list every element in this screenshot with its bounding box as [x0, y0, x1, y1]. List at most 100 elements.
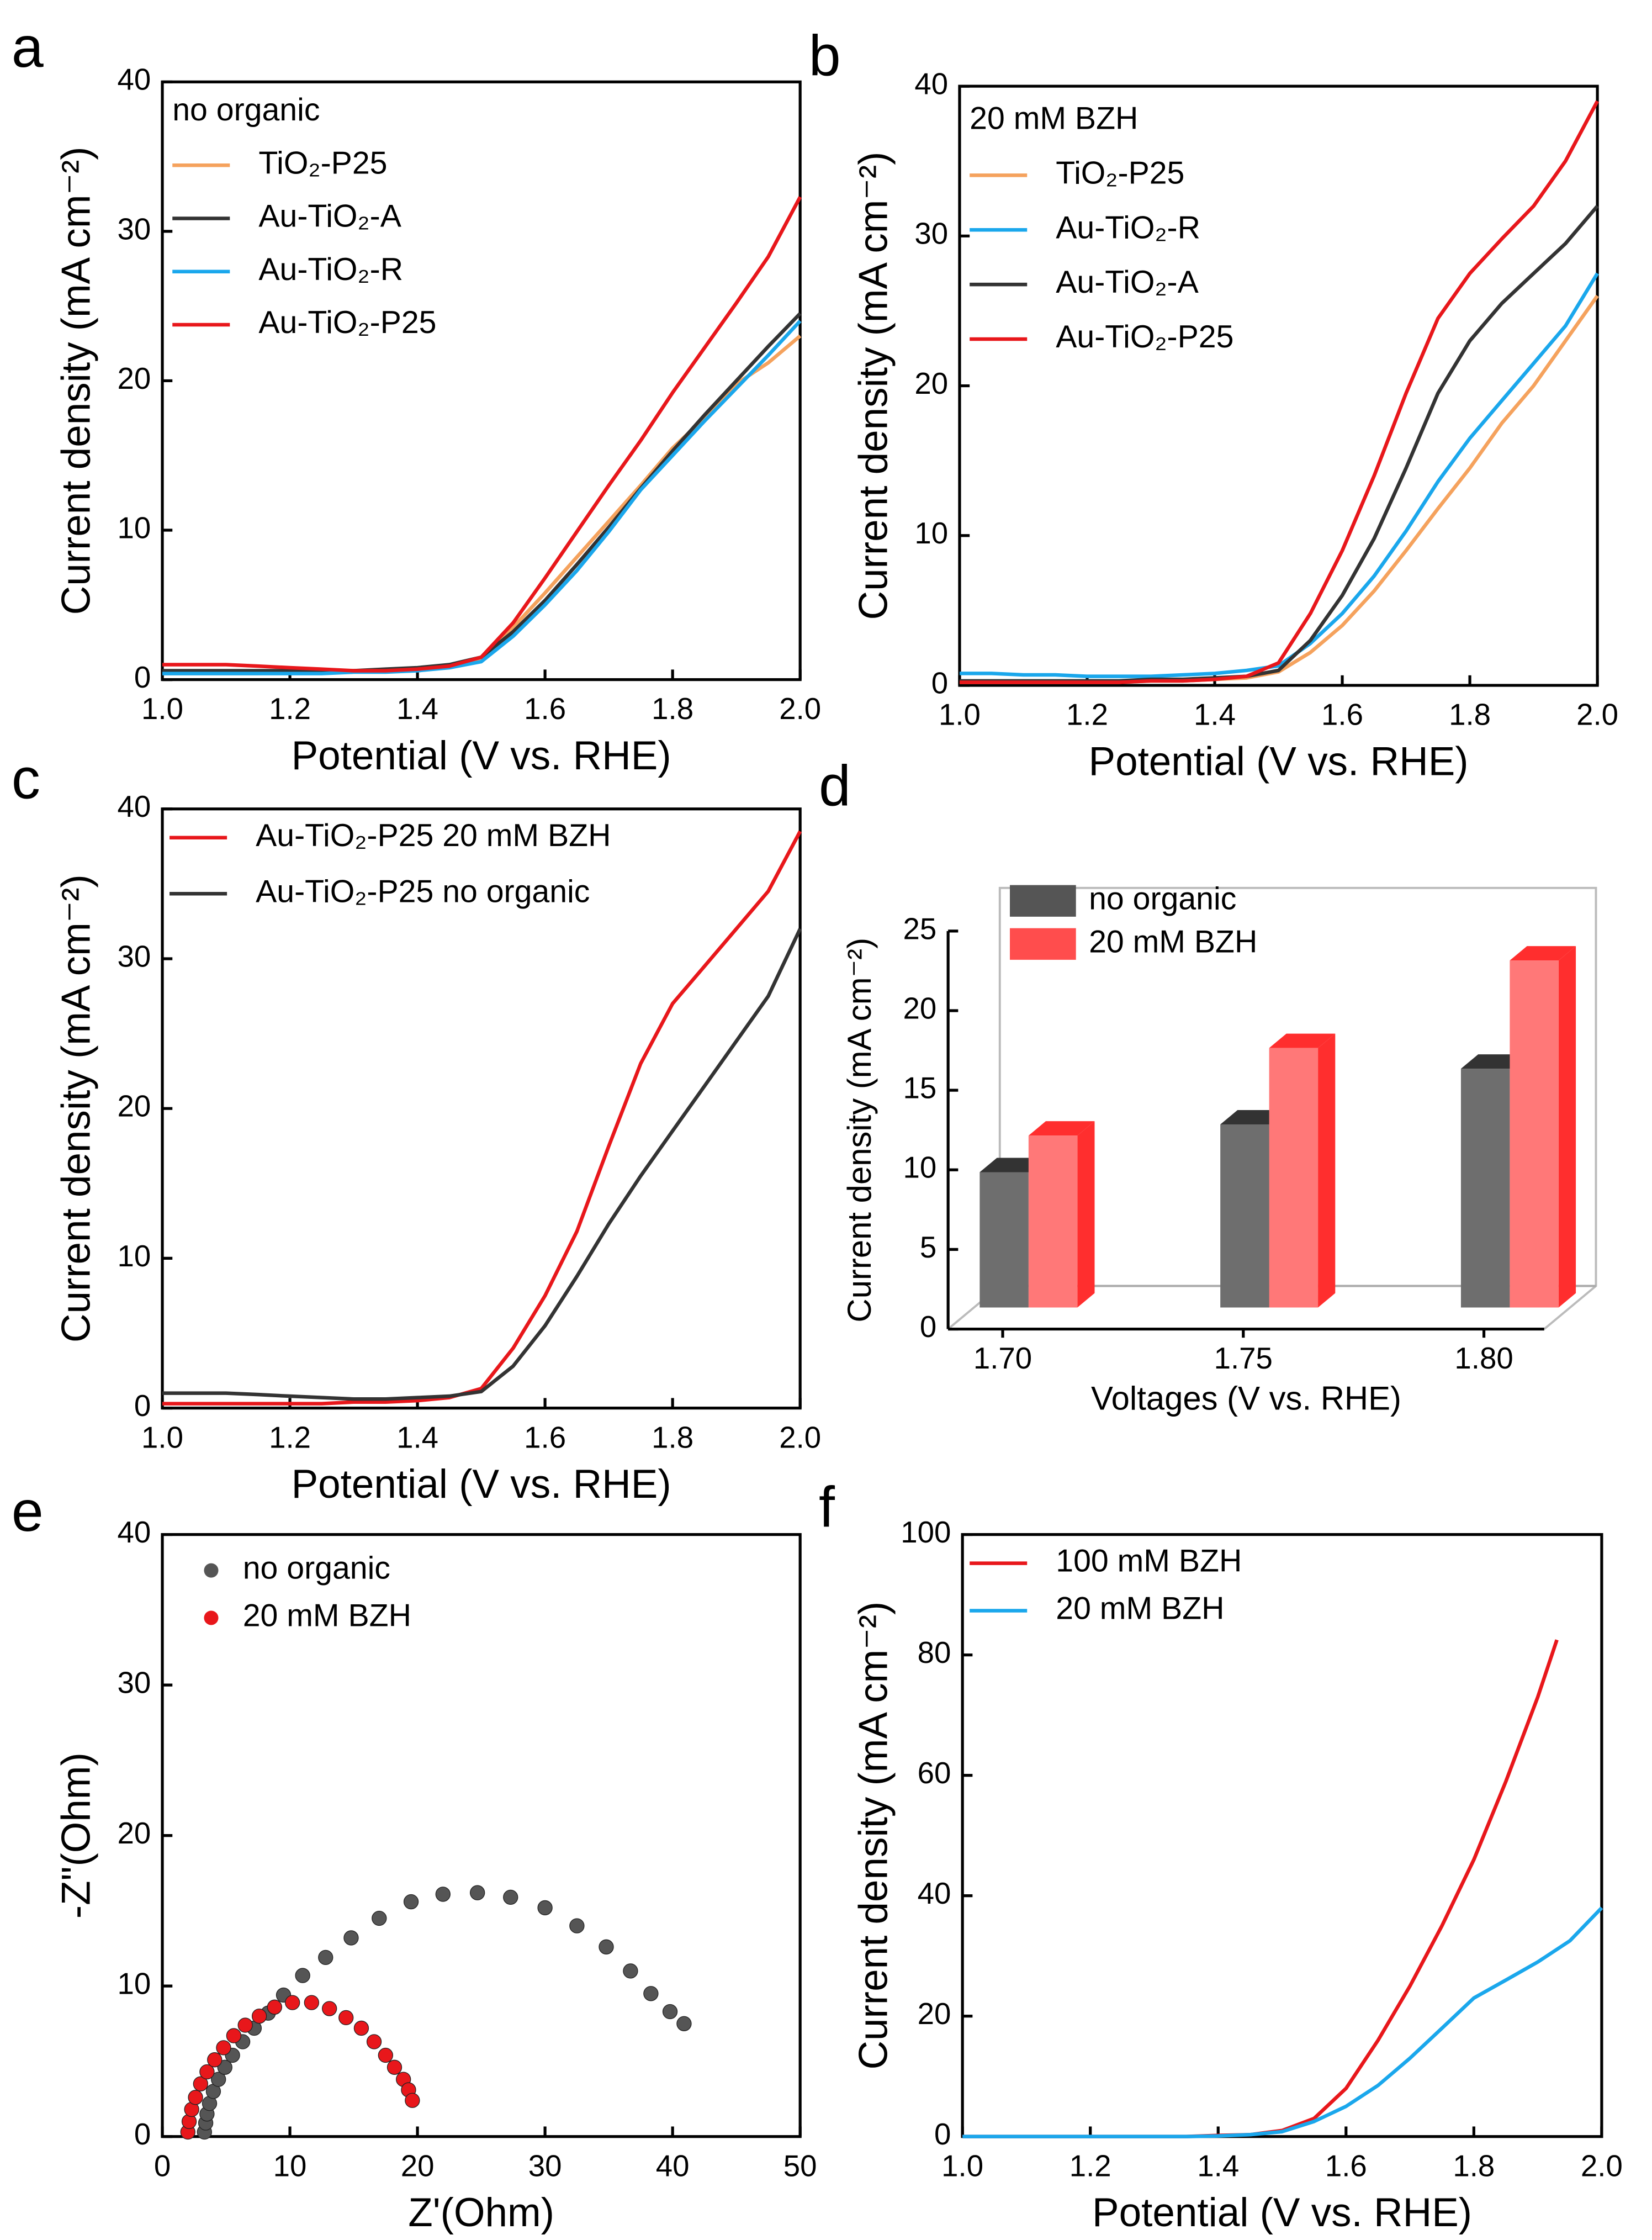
- x-tick-label: 1.4: [1194, 698, 1236, 732]
- x-tick-label: 1.6: [524, 692, 566, 726]
- x-tick-label: 1.0: [141, 1420, 183, 1454]
- point: [353, 2020, 369, 2036]
- x-tick-label: 1.8: [652, 1420, 693, 1454]
- y-tick-label: 25: [903, 912, 937, 945]
- x-axis-label: Potential (V vs. RHE): [292, 1462, 671, 1507]
- y-tick-label: 20: [914, 367, 948, 400]
- point: [569, 1918, 585, 1933]
- x-tick-label: 2.0: [1581, 2149, 1623, 2183]
- point: [217, 2059, 232, 2075]
- series-line: [959, 100, 1599, 684]
- legend-label: Au-TiO₂-A: [258, 199, 401, 234]
- point: [199, 2064, 215, 2080]
- bar-top: [1510, 946, 1576, 961]
- point: [386, 2059, 403, 2075]
- y-tick-label: 10: [903, 1151, 937, 1185]
- y-axis-label: Current density (mA cm⁻²): [54, 147, 98, 615]
- x-tick-label: 1.8: [652, 692, 693, 726]
- series-line: [162, 928, 802, 1401]
- point: [193, 2076, 208, 2091]
- y-tick-label: 30: [117, 1666, 151, 1700]
- point: [318, 1950, 333, 1966]
- series-line: [162, 319, 802, 675]
- legend-label: 100 mM BZH: [1056, 1544, 1242, 1579]
- point: [405, 2093, 420, 2108]
- y-tick-label: 15: [903, 1071, 937, 1105]
- x-tick-label: 1.2: [1069, 2149, 1111, 2183]
- legend-label: Au-TiO₂-P25: [258, 305, 436, 340]
- bar-side: [1318, 1033, 1336, 1308]
- bar: [979, 1172, 1029, 1308]
- panel-letter: e: [12, 1480, 44, 1544]
- point: [226, 2028, 242, 2043]
- y-axis-label: Current density (mA cm⁻²): [851, 1602, 896, 2070]
- panel-letter: b: [809, 24, 841, 88]
- x-tick-label: 1.2: [269, 692, 311, 726]
- y-tick-label: 20: [117, 1090, 151, 1123]
- x-tick-label: 1.6: [1321, 698, 1363, 732]
- legend-label: Au-TiO₂-P25 20 mM BZH: [256, 818, 611, 853]
- x-tick-label: 1.75: [1214, 1341, 1273, 1375]
- legend-swatch: [204, 1563, 219, 1578]
- legend-label: 20 mM BZH: [243, 1598, 411, 1634]
- legend-label: no organic: [243, 1551, 390, 1586]
- bar-side: [1558, 946, 1576, 1308]
- y-tick-label: 30: [914, 217, 948, 251]
- legend-label: TiO₂-P25: [258, 145, 387, 181]
- point: [435, 1887, 451, 1902]
- legend-label: 20 mM BZH: [1089, 924, 1257, 959]
- x-tick-label: 40: [656, 2149, 690, 2183]
- y-tick-label: 60: [918, 1756, 951, 1790]
- legend-swatch: [1010, 928, 1076, 960]
- y-tick-label: 0: [134, 661, 151, 694]
- y-tick-label: 30: [117, 939, 151, 973]
- x-tick-label: 1.8: [1453, 2149, 1495, 2183]
- x-axis-label: Potential (V vs. RHE): [1092, 2190, 1472, 2235]
- series-line: [959, 204, 1599, 683]
- point: [599, 1939, 614, 1954]
- y-tick-label: 0: [934, 2117, 951, 2151]
- legend-label: 20 mM BZH: [1056, 1591, 1224, 1626]
- y-tick-label: 10: [117, 1967, 151, 2001]
- legend-label: TiO₂-P25: [1056, 156, 1184, 191]
- panel-letter: a: [12, 15, 44, 80]
- x-tick-label: 50: [783, 2149, 817, 2183]
- legend-annotation: 20 mM BZH: [970, 101, 1138, 136]
- x-tick-label: 1.4: [396, 1420, 438, 1454]
- x-tick-label: 1.6: [524, 1420, 566, 1454]
- legend-label: no organic: [1089, 881, 1236, 916]
- series-line: [959, 272, 1599, 678]
- point: [338, 2010, 354, 2026]
- plot-frame: [958, 84, 1599, 687]
- point: [366, 2034, 382, 2049]
- plot-frame: [161, 807, 802, 1410]
- y-axis-label: Current density (mA cm⁻²): [54, 874, 98, 1343]
- x-tick-label: 0: [154, 2149, 171, 2183]
- y-tick-label: 20: [903, 991, 937, 1025]
- x-tick-label: 1.2: [269, 1420, 311, 1454]
- bar-side: [1077, 1121, 1095, 1308]
- bar: [1510, 960, 1559, 1308]
- x-tick-label: 1.0: [141, 692, 183, 726]
- point: [403, 1894, 419, 1910]
- y-tick-label: 20: [117, 362, 151, 395]
- y-tick-label: 0: [920, 1310, 936, 1344]
- y-tick-label: 20: [117, 1816, 151, 1850]
- panel-letter: c: [12, 747, 40, 811]
- point: [267, 1999, 282, 2015]
- plot-frame: [961, 1533, 1603, 2138]
- point: [503, 1889, 518, 1905]
- x-tick-label: 2.0: [1576, 698, 1618, 732]
- y-tick-label: 80: [918, 1636, 951, 1670]
- y-axis-label: Current density (mA cm⁻²): [841, 938, 878, 1322]
- point: [216, 2040, 231, 2056]
- y-tick-label: 20: [918, 1997, 951, 2031]
- y-tick-label: 40: [914, 67, 948, 101]
- point: [188, 2090, 203, 2105]
- point: [470, 1885, 485, 1900]
- point: [372, 1910, 387, 1926]
- x-tick-label: 20: [401, 2149, 435, 2183]
- x-tick-label: 10: [273, 2149, 307, 2183]
- series-line: [959, 294, 1599, 684]
- bar: [1460, 1069, 1510, 1308]
